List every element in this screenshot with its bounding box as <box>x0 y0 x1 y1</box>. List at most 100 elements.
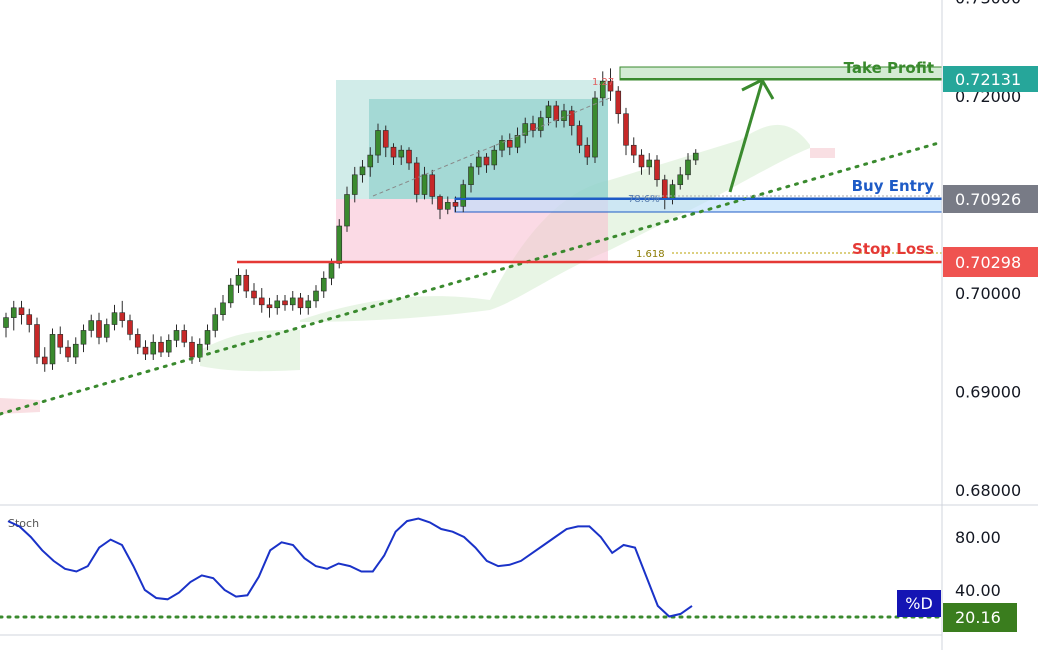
candle <box>584 137 591 165</box>
stop-loss-label: Stop Loss <box>852 240 934 258</box>
candle <box>243 269 250 298</box>
candle <box>297 293 304 315</box>
svg-text:%D: %D <box>905 594 933 613</box>
candle <box>421 166 428 200</box>
candle <box>72 337 79 364</box>
stoch-series-tag: %D <box>897 590 941 617</box>
candle <box>220 294 226 321</box>
candle <box>305 294 312 315</box>
candle <box>258 288 265 313</box>
candle <box>165 334 172 358</box>
candle <box>576 120 583 154</box>
candle <box>204 324 211 351</box>
stoch-title: Stoch <box>8 517 39 530</box>
candle <box>367 147 374 177</box>
candle <box>382 125 389 158</box>
candle <box>344 186 350 232</box>
candle <box>475 150 482 175</box>
candle <box>444 196 451 215</box>
candle <box>41 347 48 372</box>
candles-layer <box>3 68 699 372</box>
candle <box>390 143 397 165</box>
candle <box>460 179 467 213</box>
candle <box>561 103 567 128</box>
candle <box>289 291 296 311</box>
cloud-segment <box>810 148 835 158</box>
candle <box>158 336 164 358</box>
svg-text:0.70298: 0.70298 <box>955 253 1021 272</box>
stop-loss-tag: 0.70298 <box>943 247 1038 277</box>
candle <box>406 147 412 170</box>
price-tick-label: 0.73000 <box>955 0 1021 8</box>
fib-top-label: 1.27 <box>592 77 614 88</box>
take-profit-tag: 0.72131 <box>943 66 1038 92</box>
candle <box>320 271 327 298</box>
candle <box>375 123 381 163</box>
candle <box>499 135 505 158</box>
candle <box>351 166 358 203</box>
candle <box>654 155 660 187</box>
candle <box>685 153 691 180</box>
candle <box>181 324 188 348</box>
candle <box>34 317 40 364</box>
candle <box>119 300 126 328</box>
stoch-axis: 40.00 80.00 <box>955 528 1001 600</box>
take-profit-label: Take Profit <box>844 59 934 77</box>
candle <box>26 308 33 333</box>
buy-entry-label: Buy Entry <box>852 177 935 195</box>
fib-bottom-label: 1.618 <box>636 249 665 260</box>
candle <box>615 86 622 124</box>
price-tick-label: 0.70000 <box>955 284 1021 303</box>
cloud-segment <box>200 330 300 372</box>
candle <box>96 312 102 345</box>
candle <box>336 219 343 269</box>
stoch-value-tag: 20.16 <box>943 603 1017 632</box>
cloud-segment <box>0 398 40 414</box>
candle <box>127 314 133 341</box>
stoch-d-line <box>7 517 693 618</box>
candle <box>592 91 598 163</box>
candle <box>313 285 319 308</box>
candle <box>65 340 71 362</box>
fib-entry-label: 78.6% <box>628 194 660 205</box>
candle <box>623 107 629 156</box>
candle <box>251 283 257 305</box>
candle <box>537 110 544 138</box>
candle <box>49 328 56 370</box>
candle <box>607 68 614 101</box>
candle <box>692 149 699 165</box>
candle <box>57 326 64 355</box>
candle <box>103 318 110 343</box>
stoch-tick-label: 40.00 <box>955 581 1001 600</box>
candle <box>266 297 273 318</box>
candle <box>506 133 513 156</box>
candle <box>638 149 645 175</box>
candle <box>599 71 606 106</box>
trend-line <box>0 140 944 416</box>
regression-line <box>372 96 613 197</box>
candle <box>429 169 436 205</box>
candle <box>235 268 242 293</box>
price-tick-label: 0.69000 <box>955 383 1021 402</box>
svg-text:0.72131: 0.72131 <box>955 70 1021 89</box>
candle <box>530 115 536 138</box>
price-tick-label: 0.68000 <box>955 481 1021 500</box>
candle <box>80 324 87 353</box>
candle <box>522 117 529 144</box>
candle <box>3 312 9 338</box>
candle <box>88 314 95 338</box>
candle <box>398 145 405 165</box>
candle <box>468 162 474 193</box>
candle <box>483 153 490 173</box>
candle <box>545 100 552 126</box>
buy-entry-tag: 0.70926 <box>943 185 1038 213</box>
candle <box>212 307 219 338</box>
svg-text:20.16: 20.16 <box>955 608 1001 627</box>
candle <box>111 304 118 331</box>
candle <box>491 145 498 170</box>
candle <box>134 328 141 355</box>
candle <box>677 166 684 190</box>
candle <box>630 137 637 163</box>
candle <box>568 105 575 136</box>
